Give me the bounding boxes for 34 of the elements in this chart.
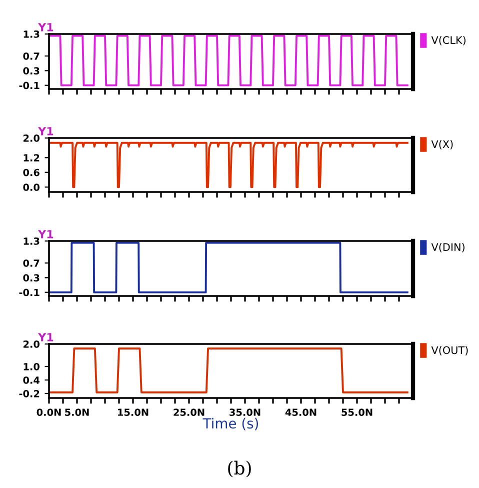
y-tick-label: 0.0 bbox=[23, 184, 40, 191]
x-axis-title: Time (s) bbox=[202, 418, 258, 430]
text: (b) bbox=[228, 460, 251, 478]
y-tick-label: 1.3 bbox=[24, 237, 40, 245]
x-tick-label: 55.0N bbox=[342, 408, 372, 416]
y-tick-label: 0.6 bbox=[23, 168, 40, 176]
y-tick-label: 0.3 bbox=[23, 274, 40, 282]
legend-label: V(OUT) bbox=[431, 346, 468, 356]
y-tick-label: 0.4 bbox=[23, 376, 40, 384]
y-tick-label: 1.3 bbox=[24, 30, 40, 38]
y-tick-label: -0.1 bbox=[19, 82, 40, 90]
x-tick-label: 35.0N bbox=[230, 408, 260, 416]
y-tick-label: 0.3 bbox=[23, 67, 40, 74]
y-tick-label: 1.0 bbox=[24, 362, 40, 370]
x-tick-label: 0.0N bbox=[36, 408, 61, 416]
chart-title: Y1 bbox=[38, 23, 54, 32]
y-tick-label: 2.0 bbox=[24, 134, 40, 142]
x-tick-label: 5.0N bbox=[65, 408, 89, 416]
chart-title: Y1 bbox=[38, 333, 54, 342]
legend-label: V(X) bbox=[431, 140, 453, 150]
y-tick-label: 0.7 bbox=[23, 52, 40, 60]
x-tick-label: 45.0N bbox=[285, 408, 316, 416]
x-tick-label: 25.0N bbox=[174, 408, 204, 416]
y-tick-label: 2.0 bbox=[24, 340, 40, 348]
x-tick-label: 15.0N bbox=[118, 408, 148, 416]
legend-label: V(DIN) bbox=[431, 242, 464, 252]
y-tick-label: 0.7 bbox=[23, 259, 40, 267]
y-tick-label: -0.2 bbox=[19, 390, 40, 398]
chart-title: Y1 bbox=[38, 127, 54, 136]
line-series bbox=[49, 142, 408, 188]
y-tick-label: 1.2 bbox=[24, 154, 40, 162]
y-tick-label: -0.1 bbox=[19, 288, 40, 296]
legend-label: V(CLK) bbox=[431, 36, 466, 46]
chart-title: Y1 bbox=[38, 230, 54, 238]
